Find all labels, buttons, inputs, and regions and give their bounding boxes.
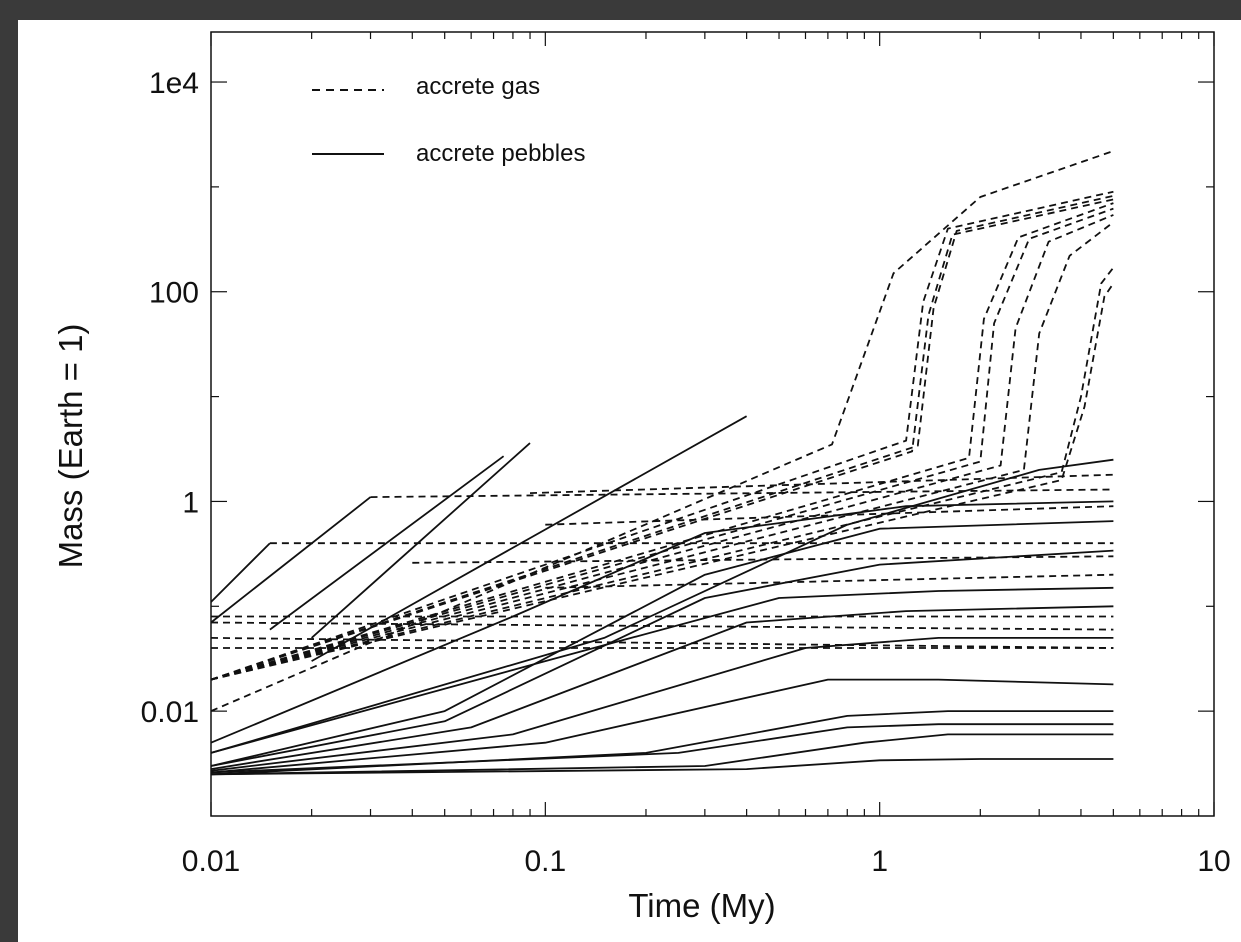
y-tick-labels: 0.01 1 100 1e4 <box>141 67 199 729</box>
series-line-8 <box>210 221 1114 681</box>
x-axis-title: Time (My) <box>628 887 775 924</box>
legend-label-gas: accrete gas <box>416 73 540 100</box>
x-tick-label: 0.01 <box>182 845 240 878</box>
x-tick-label: 1 <box>871 845 888 878</box>
y-tick-label: 0.01 <box>141 696 199 729</box>
series-line-22 <box>210 496 372 624</box>
series-line-12 <box>370 488 1114 498</box>
series-line-21 <box>210 542 271 603</box>
series-line-7 <box>210 214 1114 681</box>
series-line-23 <box>269 455 505 631</box>
plot-area <box>210 31 1215 817</box>
series-line-20 <box>545 505 1114 526</box>
x-tick-labels: 0.01 0.1 1 10 <box>182 845 1231 878</box>
series-line-33 <box>210 723 1114 774</box>
series-line-14 <box>210 621 1114 631</box>
line-chart: 0.01 0.1 1 10 0.01 1 100 1e4 Time (My) Mass (E… <box>52 31 1231 924</box>
chart-frame: 0.01 0.1 1 10 0.01 1 100 1e4 Time (My) Mass (E… <box>18 20 1241 942</box>
y-tick-label: 1e4 <box>149 67 199 100</box>
series-line-16 <box>210 637 1114 649</box>
series-line-27 <box>210 549 1114 767</box>
series-line-3 <box>210 195 1114 681</box>
series-line-9 <box>210 267 1115 681</box>
series-line-30 <box>210 678 1114 774</box>
series-line-35 <box>210 458 1114 754</box>
series-line-37 <box>210 586 1114 754</box>
x-tick-label: 0.1 <box>524 845 566 878</box>
series-line-28 <box>210 605 1114 770</box>
series-line-26 <box>210 520 1114 767</box>
series-line-6 <box>210 207 1114 681</box>
series-line-19 <box>545 573 1114 589</box>
legend-label-pebbles: accrete pebbles <box>416 140 585 167</box>
series-line-5 <box>210 202 1114 681</box>
series-line-32 <box>210 733 1114 776</box>
series-line-29 <box>210 637 1114 772</box>
series-line-31 <box>210 710 1114 776</box>
series-line-10 <box>210 282 1115 681</box>
series-line-4 <box>210 198 1114 681</box>
series-line-24 <box>311 442 531 639</box>
y-axis-title: Mass (Earth = 1) <box>52 324 89 569</box>
series-line-25 <box>311 415 748 662</box>
legend: accrete gas accrete pebbles <box>312 73 585 167</box>
series-line-36 <box>210 500 1114 744</box>
y-tick-label: 100 <box>149 277 199 310</box>
series-line-2 <box>210 190 1114 681</box>
series-line-34 <box>210 758 1114 776</box>
series-line-13 <box>529 473 1114 494</box>
series-line-1 <box>210 150 1114 712</box>
y-tick-label: 1 <box>182 486 199 519</box>
x-tick-label: 10 <box>1197 845 1230 878</box>
